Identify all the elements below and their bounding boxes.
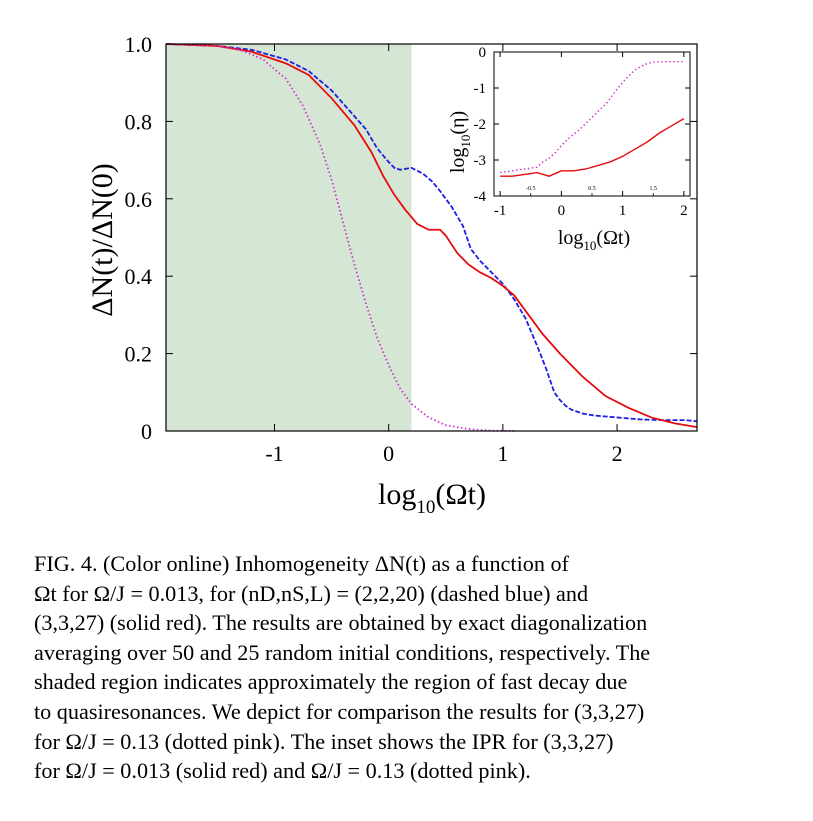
caption-line: for Ω/J = 0.013 (solid red) and Ω/J = 0.… bbox=[34, 758, 531, 784]
caption-line: to quasiresonances. We depict for compar… bbox=[34, 698, 645, 724]
main-x-axis-label: log10(Ωt) bbox=[378, 478, 486, 518]
inset-y-tick-label: -3 bbox=[474, 153, 487, 169]
main-plot: 0 0.2 0.4 0.6 0.8 1.0 -1 0 1 2 ΔN(t)/ΔN(0) log10… bbox=[86, 32, 698, 518]
y-tick-label: 0 bbox=[141, 419, 152, 444]
main-y-axis-label: ΔN(t)/ΔN(0) bbox=[86, 163, 119, 317]
main-plot-frame bbox=[165, 43, 698, 432]
series-line-dashed bbox=[165, 43, 698, 423]
y-tick-label: 0.2 bbox=[125, 342, 153, 367]
inset-background bbox=[494, 52, 690, 196]
inset-x-axis-label: log10(Ωt) bbox=[558, 227, 630, 253]
inset-y-tick-label: -1 bbox=[474, 81, 487, 97]
inset-y-tick-label: -2 bbox=[474, 117, 487, 133]
inset-plot: 0 -1 -2 -3 -4 -1 0 1 2 -0.5 0.5 1.5 log10(η) log10… bbox=[447, 45, 691, 253]
caption-line: for Ω/J = 0.13 (dotted pink). The inset … bbox=[34, 728, 614, 754]
x-tick-label: -1 bbox=[265, 441, 283, 466]
x-tick-label: 1 bbox=[497, 441, 508, 466]
series-line-dotted bbox=[165, 43, 515, 432]
x-tick-label: 0 bbox=[383, 441, 394, 466]
y-tick-label: 0.8 bbox=[125, 109, 153, 134]
inset-x-minor-tick-label: -0.5 bbox=[526, 186, 536, 192]
inset-x-minor-tick-label: 0.5 bbox=[588, 186, 596, 192]
y-tick-label: 0.6 bbox=[125, 187, 153, 212]
inset-x-tick-label: 2 bbox=[680, 203, 688, 219]
figure-4: 0 0.2 0.4 0.6 0.8 1.0 -1 0 1 2 ΔN(t)/ΔN(0) log10… bbox=[86, 32, 698, 518]
caption-line: averaging over 50 and 25 random initial … bbox=[34, 639, 651, 665]
inset-y-tick-label: -4 bbox=[474, 189, 487, 205]
inset-x-minor-tick-label: 1.5 bbox=[650, 186, 658, 192]
figure-caption: FIG. 4. (Color online) Inhomogeneity ΔN(… bbox=[34, 549, 741, 786]
caption-line: (3,3,27) (solid red). The results are ob… bbox=[34, 610, 648, 636]
shaded-region bbox=[166, 44, 412, 431]
y-tick-label: 0.4 bbox=[125, 264, 153, 289]
series-line-solid bbox=[165, 43, 698, 429]
inset-x-tick-label: -1 bbox=[494, 203, 507, 219]
caption-line: shaded region indicates approximately th… bbox=[34, 669, 628, 695]
inset-x-tick-label: 0 bbox=[558, 203, 566, 219]
inset-y-axis-label: log10(η) bbox=[447, 111, 473, 173]
inset-y-tick-label: 0 bbox=[479, 45, 487, 61]
inset-x-tick-label: 1 bbox=[619, 203, 627, 219]
x-tick-label: 2 bbox=[612, 441, 623, 466]
series-line-dotted bbox=[500, 61, 684, 174]
y-tick-label: 1.0 bbox=[125, 32, 153, 57]
caption-line: FIG. 4. (Color online) Inhomogeneity ΔN(… bbox=[34, 551, 569, 576]
series-line-solid bbox=[500, 117, 685, 177]
caption-line: Ωt for Ω/J = 0.013, for (nD,nS,L) = (2,2… bbox=[34, 580, 589, 606]
